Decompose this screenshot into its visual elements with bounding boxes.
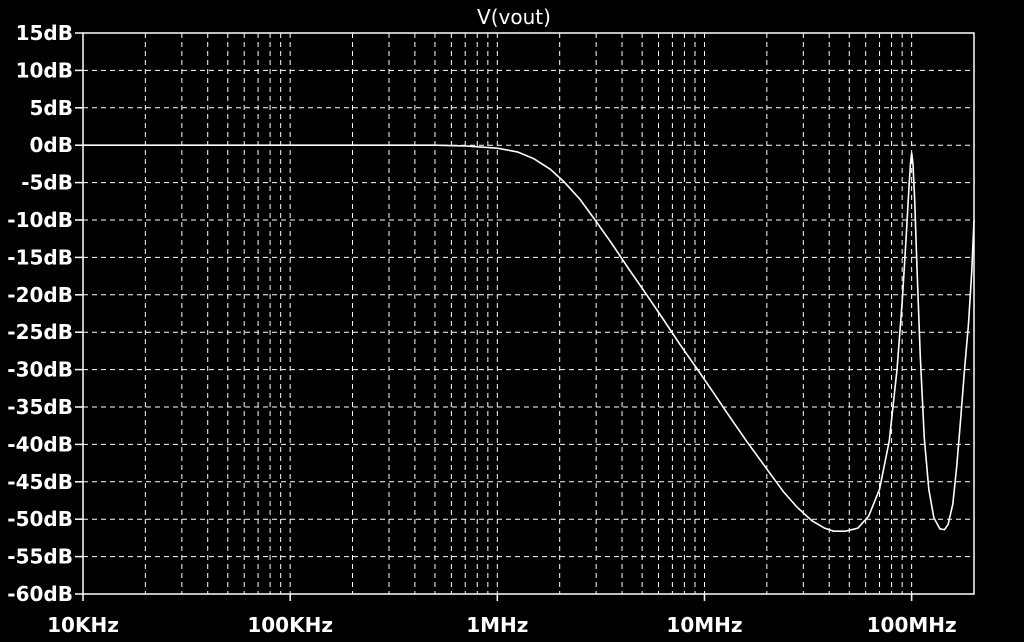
y-tick-label: -55dB <box>7 545 73 569</box>
y-tick-label: 0dB <box>30 133 73 157</box>
y-tick-label: -25dB <box>7 320 73 344</box>
x-tick-label: 100KHz <box>247 613 333 637</box>
y-tick-label: -20dB <box>7 283 73 307</box>
x-tick-label: 1MHz <box>466 613 528 637</box>
chart-title: V(vout) <box>477 5 551 29</box>
y-tick-label: -10dB <box>7 208 73 232</box>
y-tick-label: -35dB <box>7 395 73 419</box>
x-tick-label: 100MHz <box>867 613 957 637</box>
y-tick-label: 15dB <box>16 21 73 45</box>
y-tick-label: -50dB <box>7 507 73 531</box>
x-tick-label: 10MHz <box>666 613 742 637</box>
series-line-vout <box>83 144 975 532</box>
plot-frame <box>82 32 975 595</box>
x-tick-label: 10KHz <box>47 613 119 637</box>
y-tick-label: -15dB <box>7 245 73 269</box>
grid-lines <box>83 33 974 594</box>
y-tick-label: 5dB <box>30 96 73 120</box>
y-tick-label: -60dB <box>7 582 73 606</box>
y-tick-label: -45dB <box>7 470 73 494</box>
y-tick-label: -5dB <box>21 171 73 195</box>
x-axis: 10KHz 100KHz 1MHz 10MHz 100MHz <box>47 594 957 637</box>
y-tick-label: -30dB <box>7 358 73 382</box>
y-axis: 15dB 10dB 5dB 0dB -5dB -10dB -15dB -20dB -25dB -3… <box>7 21 83 606</box>
y-tick-label: 10dB <box>16 58 73 82</box>
y-tick-label: -40dB <box>7 432 73 456</box>
